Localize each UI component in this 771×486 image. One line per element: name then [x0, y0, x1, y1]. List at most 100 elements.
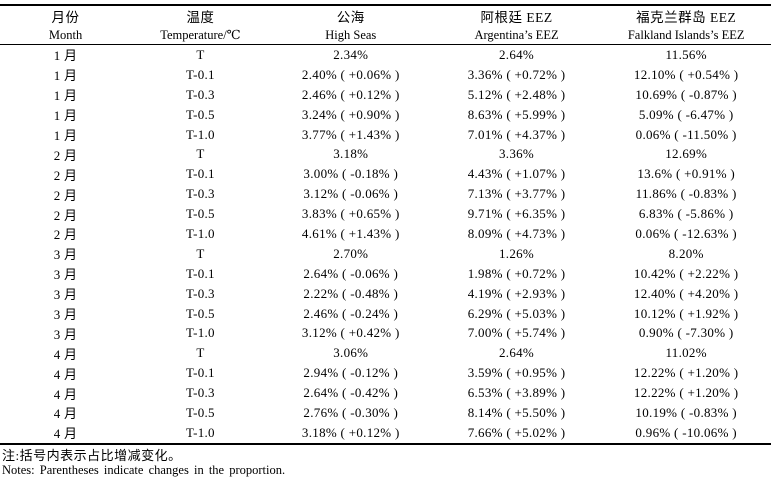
cell-falkland-eez: 0.06% ( -12.63% ): [635, 225, 737, 241]
table-row: 1 月 T-0.5 3.24% ( +0.90% ) 8.63% ( +5.99% )…: [0, 105, 771, 125]
cell-temperature: T-0.1: [186, 166, 215, 182]
cell-argentina-eez: 8.09% ( +4.73% ): [467, 225, 566, 241]
cell-month: 2 月: [53, 167, 78, 183]
table-row: 2 月 T-0.1 3.00% ( -0.18% ) 4.43% ( +1.07% )…: [0, 164, 771, 184]
note-zh: 注:括号内表示占比增减变化。: [2, 447, 182, 463]
table-row: 3 月 T-0.1 2.64% ( -0.06% ) 1.98% ( +0.72% )…: [0, 264, 771, 284]
cell-argentina-eez: 4.19% ( +2.93% ): [467, 285, 566, 301]
cell-argentina-eez: 9.71% ( +6.35% ): [467, 206, 566, 222]
table-body: 1 月 T 2.34% 2.64% 11.56% 1 月 T-0.1 2.40% ( +0.0…: [0, 45, 771, 444]
cell-argentina-eez: 2.64%: [498, 345, 535, 361]
cell-falkland-eez: 11.86% ( -0.83% ): [635, 186, 737, 202]
cell-high-seas: 3.12% ( -0.06% ): [303, 186, 399, 202]
table-row: 1 月 T-1.0 3.77% ( +1.43% ) 7.01% ( +4.37% )…: [0, 125, 771, 145]
cell-falkland-eez: 10.19% ( -0.83% ): [635, 404, 737, 420]
cell-month: 1 月: [53, 128, 78, 143]
cell-argentina-eez: 3.59% ( +0.95% ): [467, 365, 566, 381]
cell-falkland-eez: 11.02%: [665, 345, 707, 361]
col-header-falkland-eez: 福克兰群岛 EEZ Falkland Islands’s EEZ: [601, 5, 771, 45]
cell-temperature: T-0.1: [186, 265, 215, 281]
col-header-temperature-zh: 温度: [186, 10, 215, 25]
cell-high-seas: 4.61% ( +1.43% ): [301, 225, 400, 241]
cell-high-seas: 2.22% ( -0.48% ): [303, 285, 399, 301]
cell-falkland-eez: 0.90% ( -7.30% ): [638, 325, 734, 341]
cell-temperature: T: [196, 46, 205, 62]
cell-falkland-eez: 13.6% ( +0.91% ): [637, 166, 736, 182]
cell-high-seas: 3.18% ( +0.12% ): [301, 424, 400, 440]
table-row: 4 月 T-0.1 2.94% ( -0.12% ) 3.59% ( +0.95% )…: [0, 363, 771, 383]
cell-high-seas: 2.34%: [333, 46, 369, 62]
cell-high-seas: 3.06%: [333, 345, 369, 361]
table-row: 2 月 T 3.18% 3.36% 12.69%: [0, 144, 771, 164]
cell-argentina-eez: 8.14% ( +5.50% ): [467, 404, 566, 420]
cell-argentina-eez: 8.63% ( +5.99% ): [467, 106, 566, 122]
cell-falkland-eez: 0.96% ( -10.06% ): [635, 424, 737, 440]
table-row: 4 月 T-0.5 2.76% ( -0.30% ) 8.14% ( +5.50% )…: [0, 403, 771, 423]
cell-month: 4 月: [53, 366, 78, 382]
cell-temperature: T: [196, 245, 205, 261]
cell-temperature: T: [196, 345, 205, 361]
cell-argentina-eez: 6.29% ( +5.03% ): [467, 305, 566, 321]
cell-month: 3 月: [53, 307, 78, 323]
cell-month: 3 月: [53, 326, 78, 342]
cell-argentina-eez: 7.00% ( +5.74% ): [467, 325, 566, 341]
table-row: 1 月 T-0.1 2.40% ( +0.06% ) 3.36% ( +0.72% )…: [0, 65, 771, 85]
cell-temperature: T-0.5: [186, 404, 215, 420]
cell-high-seas: 2.70%: [333, 245, 369, 261]
cell-month: 1 月: [53, 108, 78, 124]
cell-high-seas: 2.46% ( -0.24% ): [303, 305, 399, 321]
cell-falkland-eez: 11.56%: [665, 46, 707, 62]
cell-temperature: T-0.5: [186, 106, 215, 122]
cell-month: 1 月: [53, 88, 78, 104]
cell-high-seas: 2.76% ( -0.30% ): [303, 404, 399, 420]
cell-temperature: T-0.5: [186, 305, 215, 321]
cell-argentina-eez: 2.64%: [498, 46, 535, 62]
table-row: 2 月 T-0.5 3.83% ( +0.65% ) 9.71% ( +6.35% )…: [0, 204, 771, 224]
cell-falkland-eez: 8.20%: [668, 245, 704, 261]
cell-falkland-eez: 12.10% ( +0.54% ): [633, 66, 739, 82]
cell-month: 4 月: [53, 386, 78, 402]
col-header-temperature-en: Temperature/℃: [160, 28, 241, 42]
cell-falkland-eez: 6.83% ( -5.86% ): [638, 206, 734, 222]
table-notes: 注:括号内表示占比增减变化。 Notes: Parentheses indica…: [0, 448, 771, 478]
cell-argentina-eez: 7.13% ( +3.77% ): [467, 186, 566, 202]
cell-argentina-eez: 7.01% ( +4.37% ): [467, 126, 566, 142]
cell-temperature: T-0.3: [186, 86, 215, 102]
cell-high-seas: 3.12% ( +0.42% ): [301, 325, 400, 341]
cell-falkland-eez: 12.22% ( +1.20% ): [633, 385, 739, 401]
table-row: 1 月 T-0.3 2.46% ( +0.12% ) 5.12% ( +2.48% )…: [0, 85, 771, 105]
table-row: 3 月 T-1.0 3.12% ( +0.42% ) 7.00% ( +5.74% )…: [0, 323, 771, 343]
cell-falkland-eez: 12.69%: [665, 146, 708, 162]
cell-temperature: T-1.0: [186, 225, 215, 241]
col-header-argentina-eez-en: Argentina’s EEZ: [474, 28, 559, 42]
cell-falkland-eez: 10.12% ( +1.92% ): [633, 305, 739, 321]
cell-month: 2 月: [53, 187, 78, 203]
cell-temperature: T-0.3: [186, 285, 215, 301]
table-row: 4 月 T-0.3 2.64% ( -0.42% ) 6.53% ( +3.89% )…: [0, 383, 771, 403]
cell-month: 4 月: [53, 346, 78, 362]
col-header-falkland-eez-zh: 福克兰群岛 EEZ: [636, 10, 737, 25]
col-header-high-seas-en: High Seas: [325, 28, 377, 42]
col-header-month: 月份 Month: [0, 5, 131, 45]
col-header-month-zh: 月份: [51, 10, 80, 25]
table-row: 2 月 T-0.3 3.12% ( -0.06% ) 7.13% ( +3.77% )…: [0, 184, 771, 204]
table-header: 月份 Month 温度 Temperature/℃ 公海 High Seas 阿…: [0, 5, 771, 45]
cell-falkland-eez: 12.40% ( +4.20% ): [633, 285, 739, 301]
paper-table-page: 月份 Month 温度 Temperature/℃ 公海 High Seas 阿…: [0, 4, 771, 486]
table-row: 3 月 T-0.5 2.46% ( -0.24% ) 6.29% ( +5.03% )…: [0, 304, 771, 324]
cell-falkland-eez: 12.22% ( +1.20% ): [633, 365, 739, 381]
cell-month: 3 月: [53, 287, 78, 303]
cell-falkland-eez: 0.06% ( -11.50% ): [635, 126, 737, 142]
cell-argentina-eez: 1.98% ( +0.72% ): [467, 265, 566, 281]
cell-temperature: T-0.3: [186, 385, 215, 401]
table-row: 1 月 T 2.34% 2.64% 11.56%: [0, 45, 771, 65]
cell-high-seas: 2.64% ( -0.06% ): [303, 265, 399, 281]
col-header-temperature: 温度 Temperature/℃: [131, 5, 270, 45]
cell-falkland-eez: 10.69% ( -0.87% ): [635, 86, 737, 102]
cell-argentina-eez: 5.12% ( +2.48% ): [467, 86, 566, 102]
cell-temperature: T-0.5: [186, 206, 215, 222]
cell-month: 3 月: [53, 267, 78, 283]
cell-month: 2 月: [53, 227, 78, 243]
cell-high-seas: 3.00% ( -0.18% ): [303, 166, 399, 182]
cell-argentina-eez: 3.36% ( +0.72% ): [467, 66, 566, 82]
